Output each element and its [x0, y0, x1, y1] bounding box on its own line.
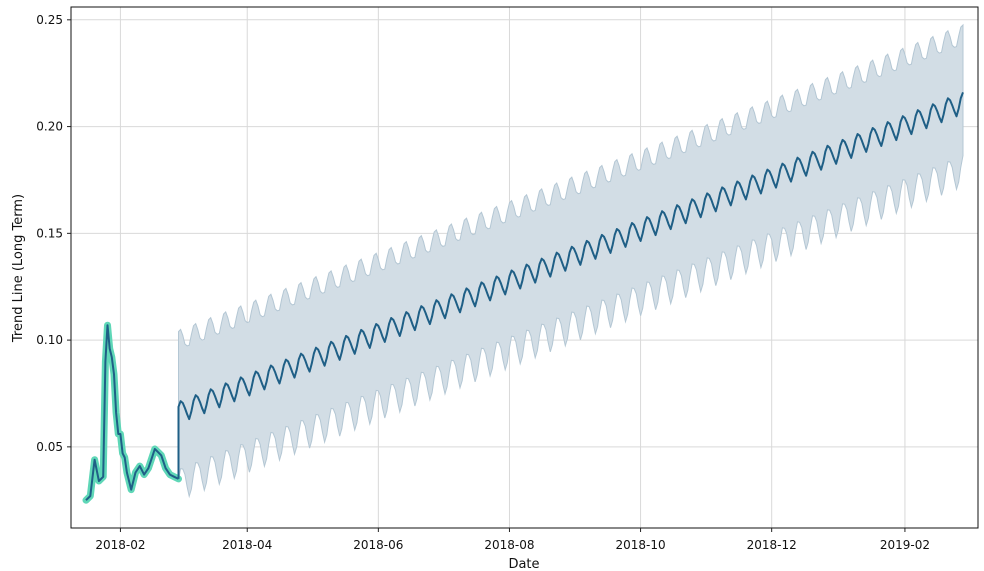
x-tick-label: 2018-04: [222, 538, 272, 552]
x-tick-label: 2018-12: [747, 538, 797, 552]
y-tick-label: 0.15: [36, 226, 63, 240]
x-tick-label: 2018-02: [95, 538, 145, 552]
x-axis-ticks: 2018-02 2018-04 2018-06 2018-08 2018-10 2018-…: [95, 528, 930, 552]
x-tick-label: 2019-02: [880, 538, 930, 552]
x-axis-label: Date: [508, 557, 539, 571]
observed-data-highlight: [82, 321, 182, 504]
y-axis-ticks: 0.05 0.10 0.15 0.20 0.25: [36, 13, 71, 454]
y-axis-label: Trend Line (Long Term): [11, 194, 26, 343]
uncertainty-band: [178, 23, 964, 499]
y-tick-label: 0.25: [36, 13, 63, 27]
observed-data-line: [85, 324, 179, 501]
x-tick-label: 2018-06: [353, 538, 403, 552]
y-tick-label: 0.20: [36, 120, 63, 134]
trend-forecast-line: [177, 92, 964, 479]
y-tick-label: 0.05: [36, 440, 63, 454]
x-tick-label: 2018-10: [615, 538, 665, 552]
x-tick-label: 2018-08: [484, 538, 534, 552]
y-tick-label: 0.10: [36, 333, 63, 347]
plot-frame: [70, 6, 979, 529]
